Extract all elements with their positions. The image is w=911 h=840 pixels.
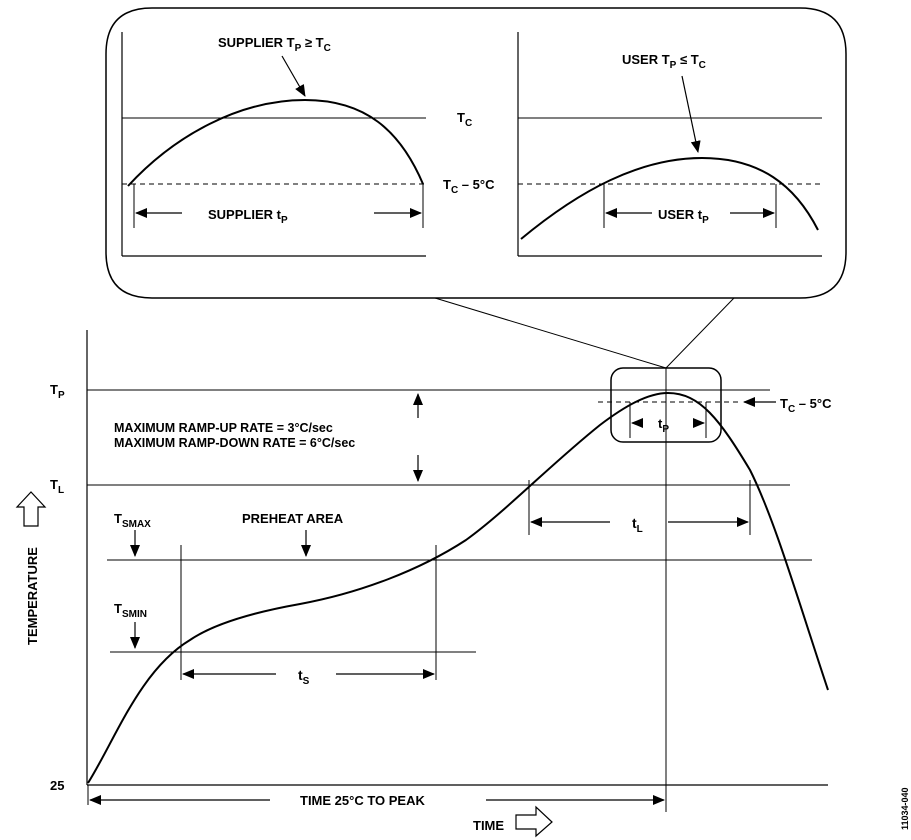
tl-duration-label: tL <box>632 515 643 535</box>
ts-label: tS <box>298 667 310 687</box>
inset-tc5-label: TC – 5°C <box>443 177 495 196</box>
x-axis-arrow-icon <box>515 805 553 838</box>
callout-connector-left <box>434 297 667 369</box>
tsmax-label: TSMAX <box>114 511 151 530</box>
tp-axis-label: TP <box>50 382 65 401</box>
y-axis-arrow-icon <box>15 491 47 527</box>
supplier-tp-label: SUPPLIER tP <box>208 207 288 226</box>
x-axis-label: TIME <box>473 818 504 833</box>
user-title: USER TP ≤ TC <box>622 52 706 71</box>
tsmin-label: TSMIN <box>114 601 147 620</box>
inset-callout: SUPPLIER tP SUPPLIER TP ≥ TC TC TC – 5°C <box>105 7 847 369</box>
time-to-peak-label: TIME 25°C TO PEAK <box>300 793 425 808</box>
y-origin-label: 25 <box>50 778 64 793</box>
callout-connector-right <box>665 297 735 369</box>
supplier-panel: SUPPLIER tP SUPPLIER TP ≥ TC <box>121 32 426 257</box>
inset-tc-label: TC <box>457 110 472 129</box>
tp-duration-label: tP <box>658 416 669 435</box>
main-tc5-label: TC – 5°C <box>780 396 832 415</box>
reflow-profile-curve <box>87 391 829 784</box>
tl-axis-label: TL <box>50 477 64 496</box>
main-profile: TP TL TSMAX TSMIN 25 MAXIMUM RAMP-UP RAT… <box>15 330 910 838</box>
user-panel: USER tP USER TP ≤ TC <box>517 32 822 257</box>
y-axis-label: TEMPERATURE <box>25 547 40 645</box>
inset-callout-border <box>105 7 847 299</box>
supplier-title: SUPPLIER TP ≥ TC <box>218 35 331 54</box>
user-curve <box>520 156 819 240</box>
ramp-down-label: MAXIMUM RAMP-DOWN RATE = 6°C/sec <box>114 436 355 450</box>
ramp-up-label: MAXIMUM RAMP-UP RATE = 3°C/sec <box>114 421 333 435</box>
supplier-curve <box>127 98 424 187</box>
user-tp-label: USER tP <box>658 207 709 226</box>
user-title-arrow <box>681 75 701 153</box>
preheat-label: PREHEAT AREA <box>242 511 344 526</box>
supplier-title-arrow <box>281 55 306 97</box>
figure-id: 11034-040 <box>900 787 910 830</box>
